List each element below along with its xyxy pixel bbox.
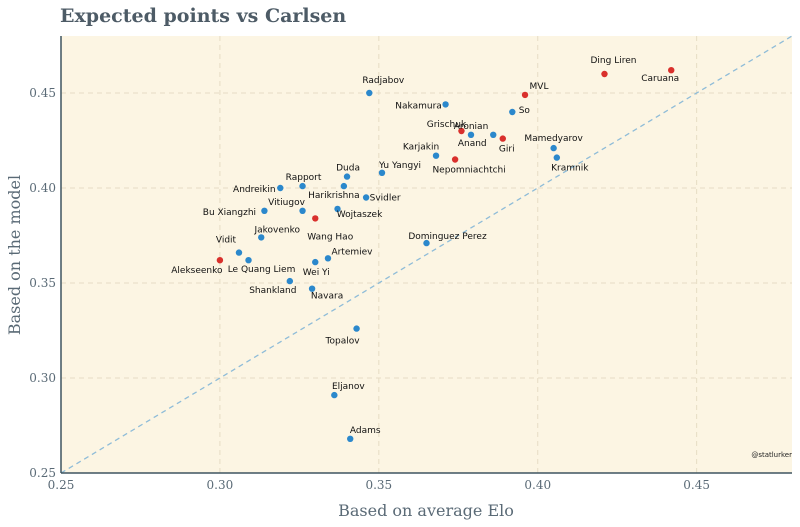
x-axis-label: Based on average Elo [338,501,514,520]
point-alekseenko [216,257,224,264]
y-tick-label: 0.45 [29,86,56,100]
point-label-ding-liren: Ding Liren [590,56,636,66]
point-label-anand: Anand [458,139,487,149]
point-label-adams: Adams [350,426,381,436]
point-mamedyarov [550,144,557,152]
point-label-caruana: Caruana [641,74,679,84]
x-tick-label: 0.25 [48,478,75,492]
data-points [216,67,675,442]
x-tick-label: 0.45 [683,478,710,492]
point-wang-hao [312,215,319,222]
point-label-topalov: Topalov [325,337,361,347]
point-topalov [353,325,360,332]
point-adams [347,435,354,442]
y-tick-label: 0.35 [29,276,56,290]
point-kramnik [553,154,561,161]
point-grischuk [458,127,465,135]
point-karjakin [432,152,440,159]
point-label-dominguez-perez: Dominguez Perez [408,232,487,242]
point-svidler [362,194,370,201]
point-label-artemiev: Artemiev [331,247,373,257]
point-rapport [299,182,306,190]
x-tick-label: 0.40 [524,478,551,492]
point-anand [490,131,497,138]
point-label-radjabov: Radjabov [362,76,405,86]
point-wojtaszek [334,205,341,213]
point-aronian [467,131,475,138]
point-label-so: So [519,106,531,116]
point-label-wojtaszek: Wojtaszek [337,210,383,220]
point-harikrishna [340,182,348,190]
x-axis-ticks: 0.25 0.30 0.35 0.40 0.45 [48,478,710,492]
point-label-vitiugov: Vitiugov [268,198,305,208]
point-dominguez-perez [423,239,430,247]
point-label-nepomniachtchi: Nepomniachtchi [432,166,505,176]
x-tick-label: 0.30 [207,478,234,492]
point-label-alekseenko: Alekseenko [171,266,223,276]
point-label-giri: Giri [499,145,515,155]
x-tick-label: 0.35 [365,478,392,492]
point-caruana [668,67,675,74]
y-axis-label: Based on the model [5,175,24,335]
point-artemiev [324,255,332,262]
point-jakovenko [258,234,265,241]
point-radjabov [366,89,373,97]
point-label-wei-yi: Wei Yi [303,268,330,278]
point-label-vidit: Vidit [216,236,237,246]
point-label-duda: Duda [336,164,360,174]
point-label-karjakin: Karjakin [403,143,439,153]
diagonal-line [60,35,793,474]
point-label-harikrishna: Harikrishna [308,191,360,201]
point-label-le-quang-liem: Le Quang Liem [228,265,296,275]
point-bu-xiangzhi [261,207,268,214]
point-navara [308,285,316,292]
y-tick-label: 0.30 [29,371,56,385]
point-nepomniachtchi [451,156,459,163]
point-vidit [235,249,243,256]
point-label-mvl: MVL [530,82,549,92]
point-le-quang-liem [245,257,252,264]
point-andreikin [277,184,284,192]
y-axis-ticks: 0.25 0.30 0.35 0.40 0.45 [29,86,56,480]
point-yu-yangyi [378,169,386,176]
point-label-andreikin: Andreikin [233,185,276,195]
chart-title: Expected points vs Carlsen [60,5,346,27]
point-label-grischuk: Grischuk [427,120,467,130]
point-label-navara: Navara [311,292,343,302]
point-so [509,108,516,116]
point-giri [499,135,506,142]
point-label-yu-yangyi: Yu Yangyi [378,161,421,171]
point-nakamura [442,101,449,108]
point-vitiugov [299,207,306,214]
point-label-kramnik: Kramnik [551,164,589,174]
axes [60,36,792,474]
point-label-svidler: Svidler [370,194,401,204]
point-label-rapport: Rapport [286,173,322,183]
point-label-jakovenko: Jakovenko [253,225,300,235]
credit-text: @statlurker [751,451,792,459]
y-tick-label: 0.40 [29,181,56,195]
point-label-nakamura: Nakamura [395,101,442,111]
point-ding-liren [601,70,608,78]
point-label-mamedyarov: Mamedyarov [524,134,583,144]
point-label-wang-hao: Wang Hao [307,232,353,242]
gridlines [61,36,792,473]
point-labels: Ding Liren Caruana MVL Radjabov Nakamura So Gr… [171,56,679,436]
point-label-eljanov: Eljanov [332,382,365,392]
point-eljanov [331,391,338,399]
point-label-bu-xiangzhi: Bu Xiangzhi [203,208,256,218]
reference-line [60,35,793,474]
point-shankland [286,277,294,285]
point-wei-yi [312,258,319,266]
point-label-aronian: Aronian [454,122,489,132]
point-label-shankland: Shankland [249,286,296,296]
y-tick-label: 0.25 [29,466,56,480]
point-mvl [521,91,529,99]
point-duda [343,173,351,180]
